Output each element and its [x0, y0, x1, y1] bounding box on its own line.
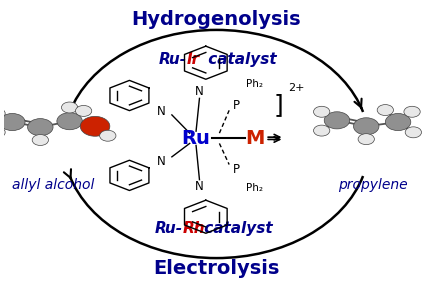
- Text: ]: ]: [274, 94, 283, 118]
- Circle shape: [313, 125, 330, 136]
- Circle shape: [405, 127, 421, 138]
- Text: N: N: [157, 105, 166, 118]
- Text: catalyst: catalyst: [200, 221, 273, 236]
- Text: allyl alcohol: allyl alcohol: [12, 178, 94, 192]
- Circle shape: [313, 106, 330, 117]
- Text: Ru: Ru: [181, 129, 211, 148]
- Circle shape: [0, 127, 5, 138]
- Circle shape: [0, 113, 25, 130]
- Circle shape: [32, 134, 49, 145]
- Text: catalyst: catalyst: [203, 52, 276, 67]
- Text: Hydrogenolysis: Hydrogenolysis: [132, 10, 301, 29]
- Circle shape: [61, 102, 78, 113]
- Text: Ru-: Ru-: [155, 221, 183, 236]
- Text: Rh: Rh: [182, 221, 205, 236]
- Circle shape: [377, 105, 393, 115]
- Circle shape: [75, 105, 92, 116]
- Text: P: P: [233, 99, 240, 112]
- Text: Ph₂: Ph₂: [246, 79, 263, 89]
- Circle shape: [353, 118, 379, 135]
- Text: P: P: [233, 163, 240, 176]
- Text: 2+: 2+: [288, 84, 304, 93]
- Circle shape: [404, 106, 420, 117]
- Circle shape: [100, 130, 116, 141]
- Circle shape: [358, 134, 375, 145]
- Circle shape: [57, 113, 82, 130]
- Text: M: M: [245, 129, 264, 148]
- Circle shape: [385, 113, 411, 130]
- Circle shape: [80, 116, 110, 136]
- Circle shape: [324, 112, 350, 129]
- Circle shape: [28, 119, 53, 136]
- Text: Ir: Ir: [187, 52, 200, 67]
- Text: Electrolysis: Electrolysis: [153, 259, 280, 278]
- Text: N: N: [195, 180, 204, 193]
- Text: Ph₂: Ph₂: [246, 183, 263, 193]
- Text: propylene: propylene: [338, 178, 407, 192]
- Text: N: N: [157, 155, 166, 168]
- Text: N: N: [195, 85, 204, 98]
- Text: Ru-: Ru-: [159, 52, 187, 67]
- Circle shape: [0, 108, 5, 119]
